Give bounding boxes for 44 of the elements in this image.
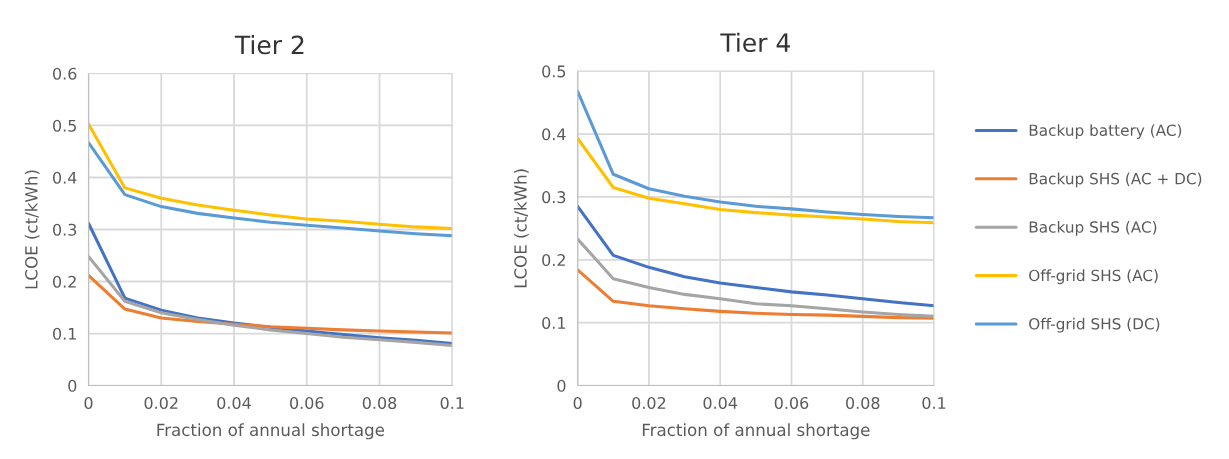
chart-title: Tier 4 bbox=[720, 32, 790, 53]
legend-label: Backup SHS (AC + DC) bbox=[1029, 172, 1202, 188]
line-series bbox=[577, 204, 935, 308]
y-tick-label: 0.1 bbox=[53, 327, 76, 340]
line-series bbox=[577, 89, 935, 220]
x-tick-label: 0.1 bbox=[922, 396, 946, 410]
y-tick-label: 0 bbox=[557, 379, 566, 392]
line-series bbox=[577, 136, 935, 225]
y-axis-title: LCOE (ct/kWh) bbox=[513, 169, 529, 288]
y-tick-label: 0.3 bbox=[53, 223, 77, 236]
x-tick-label: 0.1 bbox=[440, 396, 464, 410]
y-tick-label: 0.6 bbox=[53, 67, 77, 80]
y-tick-label: 0.5 bbox=[53, 119, 76, 132]
y-tick-label: 0.1 bbox=[542, 316, 566, 329]
line-series bbox=[88, 122, 453, 230]
chart-title: Tier 2 bbox=[234, 35, 304, 55]
legend-label: Backup battery (AC) bbox=[1029, 124, 1182, 139]
y-tick-label: 0.2 bbox=[542, 254, 565, 267]
legend-label: Off-grid SHS (AC) bbox=[1029, 269, 1158, 285]
x-tick-label: 0.02 bbox=[144, 396, 178, 410]
x-tick-label: 0.06 bbox=[290, 396, 324, 410]
line-series bbox=[88, 255, 453, 348]
legend-label: Backup SHS (AC) bbox=[1029, 220, 1157, 236]
x-tick-label: 0 bbox=[84, 396, 93, 410]
x-tick-label: 0.06 bbox=[774, 396, 809, 410]
y-axis-title: LCOE (ct/kWh) bbox=[24, 170, 40, 289]
y-tick-label: 0.4 bbox=[53, 171, 77, 184]
x-axis-title: Fraction of annual shortage bbox=[157, 423, 385, 440]
y-tick-label: 0.5 bbox=[542, 65, 566, 78]
line-series bbox=[577, 268, 935, 320]
x-tick-label: 0.08 bbox=[846, 396, 880, 410]
x-tick-label: 0 bbox=[573, 396, 582, 410]
line-series bbox=[88, 141, 453, 238]
y-tick-label: 0.3 bbox=[542, 191, 566, 204]
legend-label: Off-grid SHS (DC) bbox=[1029, 317, 1160, 333]
line-series bbox=[577, 237, 935, 318]
x-tick-label: 0.04 bbox=[703, 396, 738, 410]
x-tick-label: 0.04 bbox=[217, 396, 251, 410]
y-tick-label: 0 bbox=[68, 379, 77, 392]
x-tick-label: 0.08 bbox=[362, 396, 397, 410]
y-tick-label: 0.4 bbox=[542, 128, 566, 141]
x-tick-label: 0.02 bbox=[632, 396, 666, 410]
x-axis-title: Fraction of annual shortage bbox=[642, 423, 870, 440]
y-tick-label: 0.2 bbox=[53, 275, 76, 288]
